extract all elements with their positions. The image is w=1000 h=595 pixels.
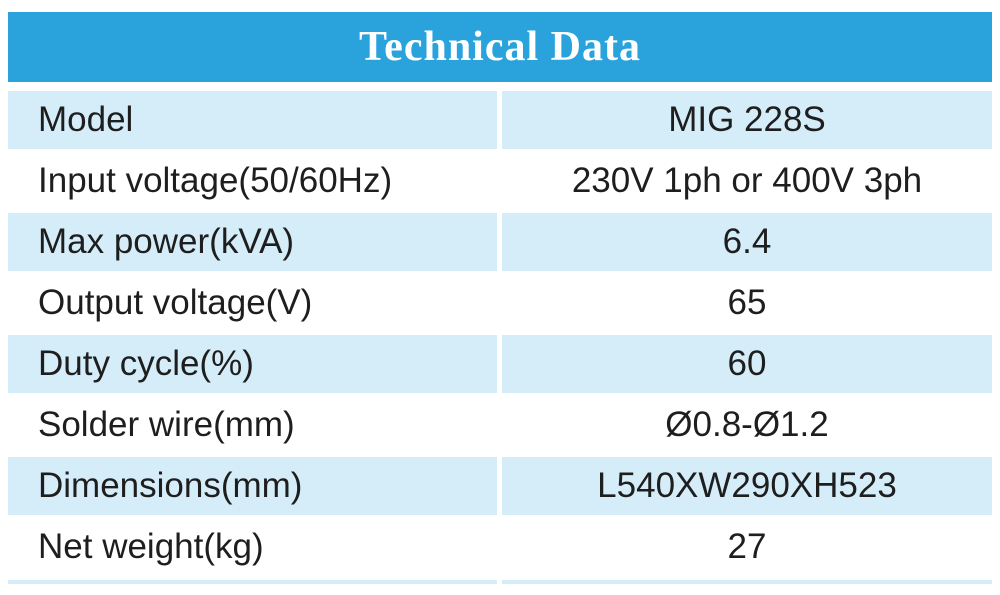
row-value: 60	[502, 335, 992, 393]
row-value: L540XW290XH523	[502, 457, 992, 515]
row-value: MIG 228S	[502, 91, 992, 149]
title: Technical Data	[359, 24, 641, 70]
row-value: 230V 1ph or 400V 3ph	[571, 161, 923, 200]
row-label: Net weight(kg)	[38, 527, 264, 566]
title-band: Technical Data	[8, 12, 992, 82]
row-label: Duty cycle(%)	[8, 335, 497, 393]
row-value: 6.4	[502, 213, 992, 271]
bottom-line	[502, 580, 992, 584]
row-label: Output voltage(V)	[38, 283, 313, 322]
row-label: Input voltage(50/60Hz)	[38, 161, 393, 200]
bottom-line	[8, 580, 497, 584]
row-label: Max power(kVA)	[8, 213, 497, 271]
row-label: Model	[8, 91, 497, 149]
row-label: Solder wire(mm)	[38, 405, 295, 444]
row-value: 65	[727, 283, 767, 322]
row-label: Dimensions(mm)	[8, 457, 497, 515]
row-value: Ø0.8-Ø1.2	[665, 405, 829, 444]
row-value: 27	[727, 527, 767, 566]
